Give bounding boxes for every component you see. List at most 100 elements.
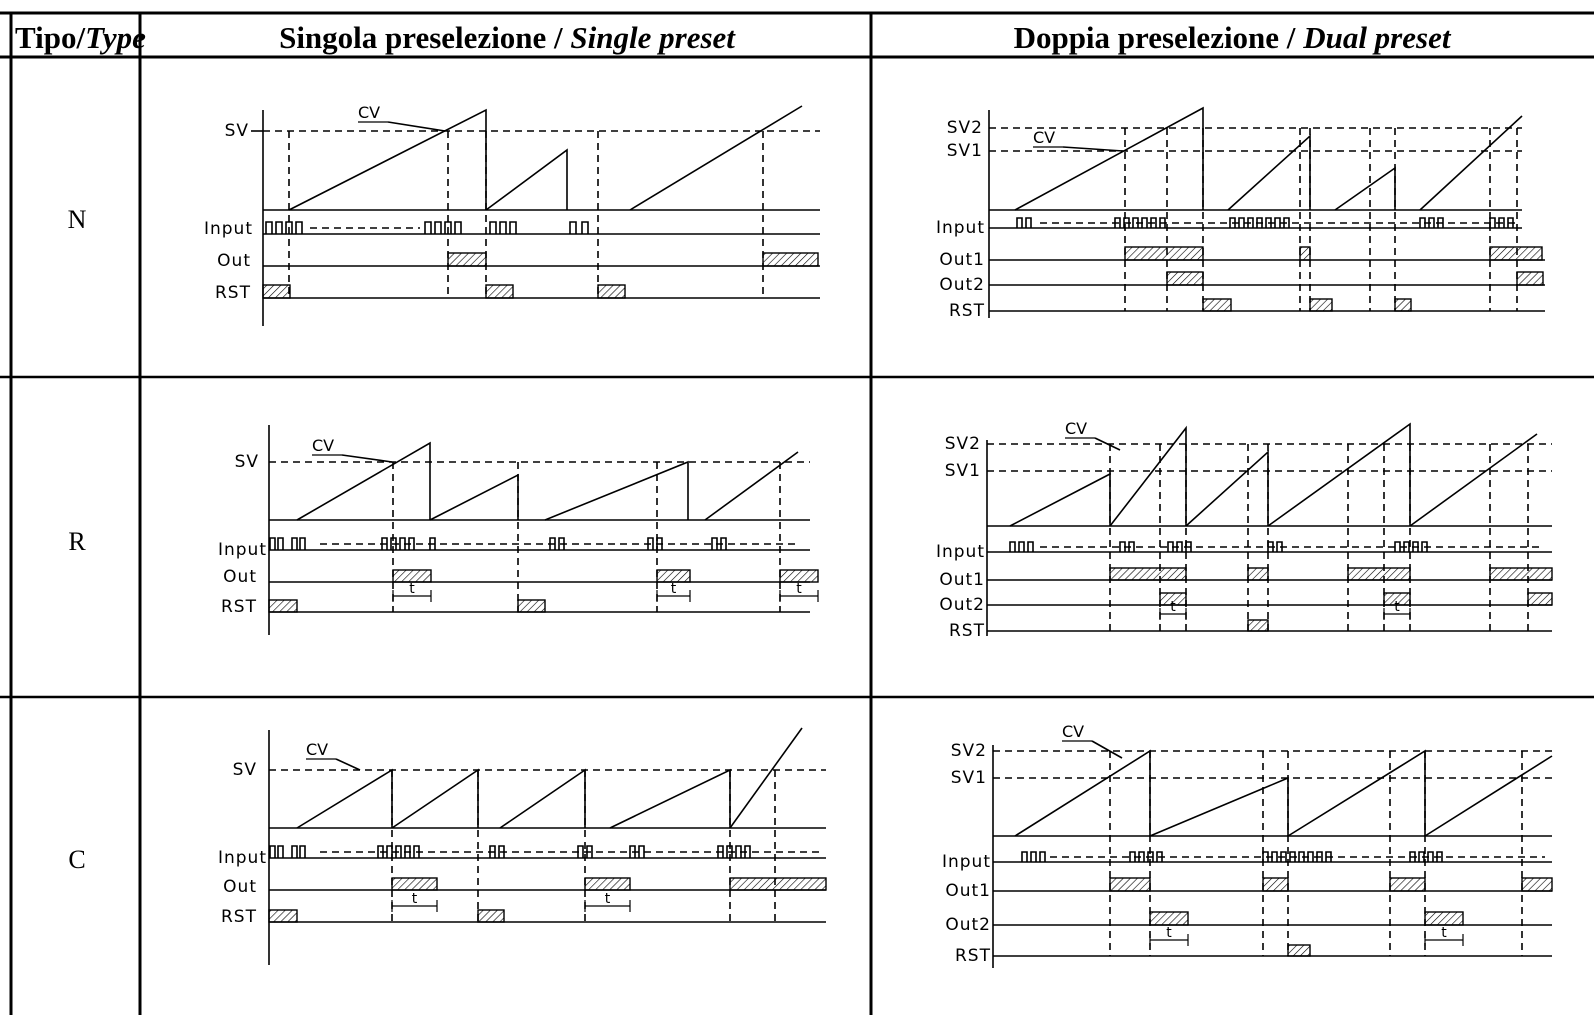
input-pulse — [1289, 851, 1296, 862]
out1-label: Out1 — [939, 570, 985, 590]
out1-pulse — [1489, 246, 1543, 261]
input-pulse — [1428, 217, 1435, 228]
sv1-label: SV1 — [945, 461, 981, 481]
input-pulse — [1409, 851, 1416, 862]
input-pulse — [1114, 217, 1121, 228]
input-pulse — [1276, 541, 1283, 552]
cv-ramp — [288, 108, 487, 211]
input-pulse — [295, 221, 303, 234]
rst-pulse — [262, 284, 291, 299]
out1-pulse — [1347, 567, 1411, 581]
out1-pulse — [1109, 567, 1187, 581]
cv-pointer — [1094, 437, 1121, 451]
input-pulse — [299, 537, 306, 550]
input-pulse — [1498, 217, 1505, 228]
t-label: t — [1170, 599, 1176, 615]
t-label: t — [671, 581, 677, 597]
input-pulse — [1271, 851, 1278, 862]
input-pulse — [1316, 851, 1323, 862]
rst-pulse — [1394, 298, 1412, 312]
cv-ramp — [1014, 106, 1204, 211]
cv-ramp — [296, 768, 393, 829]
input-pulse — [1418, 851, 1425, 862]
input-pulse — [1280, 851, 1287, 862]
out-pulse — [729, 877, 827, 891]
out1-pulse — [1389, 877, 1426, 892]
input-pulse — [395, 845, 402, 858]
cv-ramp — [391, 768, 479, 829]
input-pulse — [408, 537, 415, 550]
out1-pulse — [1124, 246, 1204, 261]
sv-label: SV — [235, 452, 259, 472]
input-pulse — [1138, 851, 1145, 862]
input-pulse — [1403, 541, 1410, 552]
out1-label: Out1 — [945, 881, 991, 901]
cv-ramp — [1419, 115, 1523, 211]
rst-pulse — [477, 909, 505, 923]
cv-ramp — [499, 768, 586, 829]
diagram-c-single-preset: SV CV Input Out t t RST — [218, 727, 827, 965]
input-label: Input — [204, 219, 253, 239]
cv-ramp — [1267, 422, 1411, 527]
out1-pulse — [1299, 246, 1311, 261]
cv-ramp — [1009, 472, 1111, 527]
input-pulse — [1021, 851, 1028, 862]
rst-label: RST — [215, 283, 251, 303]
cv-ramp — [1227, 134, 1311, 211]
input-pulse — [1238, 217, 1245, 228]
type-label-r: R — [68, 527, 86, 556]
input-pulse — [1325, 851, 1332, 862]
t-label: t — [605, 891, 611, 907]
type-label-c: C — [68, 845, 85, 874]
rst-pulse — [1202, 298, 1232, 312]
cv-ramp — [1109, 425, 1187, 527]
input-pulse — [1119, 541, 1126, 552]
out2-pulse — [1166, 271, 1204, 286]
cv-label: CV — [306, 740, 328, 759]
input-pulse — [1427, 851, 1434, 862]
input-pulse — [569, 221, 577, 234]
rst-pulse — [597, 284, 626, 299]
input-pulse — [1016, 217, 1023, 228]
input-pulse — [275, 221, 283, 234]
rst-pulse — [485, 284, 514, 299]
cv-ramp — [609, 768, 731, 829]
header-single-preset: Singola preselezione / Single preset — [279, 20, 736, 55]
input-pulse — [404, 845, 411, 858]
input-pulse — [499, 221, 507, 234]
cv-ramp — [1287, 749, 1426, 837]
rst-label: RST — [221, 907, 257, 927]
input-pulse — [586, 845, 593, 858]
rst-label: RST — [949, 301, 985, 321]
sv2-label: SV2 — [951, 741, 987, 761]
rst-label: RST — [955, 946, 991, 966]
cv-pointer — [1091, 740, 1123, 759]
input-pulse — [1274, 217, 1281, 228]
cv-label: CV — [1033, 128, 1055, 147]
input-pulse — [429, 537, 436, 550]
input-pulse — [1436, 851, 1443, 862]
input-pulse — [1039, 851, 1046, 862]
sv2-label: SV2 — [945, 434, 981, 454]
input-pulse — [1507, 217, 1514, 228]
cv-ramp — [1409, 433, 1538, 527]
input-pulse — [1128, 541, 1135, 552]
input-pulse — [711, 537, 718, 550]
t-label: t — [412, 891, 418, 907]
input-pulse — [377, 845, 384, 858]
input-pulse — [558, 537, 565, 550]
out1-pulse — [1489, 567, 1553, 581]
sv-label: SV — [225, 121, 249, 141]
input-pulse — [577, 845, 584, 858]
cv-ramp — [296, 441, 431, 521]
input-label: Input — [218, 848, 267, 868]
input-pulse — [277, 845, 284, 858]
rst-pulse — [268, 909, 298, 923]
input-pulse — [1265, 217, 1272, 228]
input-pulse — [720, 537, 727, 550]
cv-pointer — [1062, 146, 1124, 152]
cv-ramp — [1424, 755, 1553, 837]
out-pulse — [447, 252, 487, 267]
out2-pulse — [1159, 592, 1187, 606]
